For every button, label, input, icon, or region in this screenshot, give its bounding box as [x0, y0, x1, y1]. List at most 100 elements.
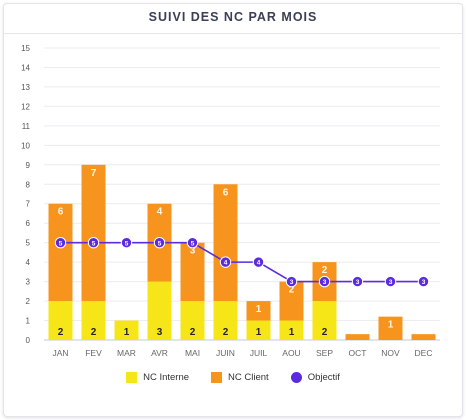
data-label: 6 — [58, 207, 64, 218]
x-tick-label: AOU — [282, 348, 300, 358]
legend-swatch-nc-client — [211, 372, 223, 383]
data-label: 2 — [91, 327, 97, 338]
objectif-point-label: 3 — [323, 279, 327, 286]
y-tick-label: 13 — [21, 83, 30, 92]
objectif-point-label: 5 — [59, 240, 63, 247]
legend-swatch-nc-interne — [126, 372, 138, 383]
objectif-point — [384, 275, 397, 288]
bar — [81, 301, 106, 340]
bar — [378, 316, 403, 340]
objectif-point — [351, 275, 364, 288]
data-label: 2 — [58, 327, 64, 338]
bar — [345, 334, 370, 340]
bar — [48, 203, 73, 302]
title-divider — [4, 33, 462, 34]
y-tick-label: 9 — [26, 161, 31, 170]
bar — [81, 164, 106, 302]
data-label: 2 — [289, 285, 295, 296]
bar — [213, 184, 238, 302]
legend-label-nc-client: NC Client — [228, 372, 269, 383]
objectif-point — [153, 236, 166, 249]
bar — [279, 320, 304, 340]
data-label: 2 — [190, 327, 196, 338]
bar — [279, 281, 304, 321]
x-tick-label: OCT — [349, 348, 367, 358]
objectif-point — [87, 236, 100, 249]
y-tick-label: 8 — [26, 180, 31, 189]
objectif-point — [186, 236, 199, 249]
objectif-point-label: 5 — [125, 240, 129, 247]
y-tick-label: 11 — [22, 122, 31, 131]
objectif-point-label: 3 — [389, 279, 393, 286]
y-tick-label: 3 — [26, 278, 31, 287]
data-label: 2 — [322, 327, 328, 338]
x-tick-label: JUIN — [216, 348, 235, 358]
y-tick-label: 1 — [26, 317, 31, 326]
bar — [114, 320, 139, 340]
bar — [411, 334, 436, 340]
objectif-point — [252, 256, 265, 268]
bar — [246, 301, 271, 321]
data-label: 4 — [157, 207, 163, 218]
y-tick-label: 6 — [26, 219, 31, 228]
x-tick-label: MAR — [117, 348, 136, 358]
objectif-point-label: 5 — [158, 240, 162, 247]
bar — [246, 320, 271, 340]
legend-swatch-objectif — [290, 372, 302, 383]
bar — [312, 301, 337, 340]
data-label: 1 — [289, 327, 295, 338]
y-tick-label: 5 — [26, 239, 31, 248]
legend-label-objectif: Objectif — [307, 372, 340, 383]
data-label: 1 — [124, 327, 130, 338]
x-tick-label: FEV — [85, 348, 102, 358]
legend-item-nc-interne[interactable]: NC Interne — [126, 372, 189, 383]
data-label: 2 — [322, 265, 328, 276]
legend-label-nc-interne: NC Interne — [143, 372, 190, 383]
x-tick-label: AVR — [151, 348, 168, 358]
x-tick-label: NOV — [381, 348, 400, 358]
y-tick-label: 12 — [21, 102, 30, 111]
objectif-point — [54, 236, 67, 249]
y-tick-label: 14 — [21, 63, 30, 72]
bar — [48, 301, 73, 340]
objectif-point-label: 3 — [356, 279, 360, 286]
objectif-point-label: 5 — [191, 240, 195, 247]
x-tick-label: JUIL — [250, 348, 268, 358]
objectif-point — [285, 275, 298, 288]
objectif-point — [417, 275, 430, 288]
y-tick-label: 15 — [21, 44, 30, 53]
objectif-point-label: 4 — [257, 260, 261, 267]
y-tick-label: 0 — [26, 336, 31, 345]
objectif-point — [318, 275, 331, 288]
y-tick-label: 4 — [26, 258, 31, 267]
x-tick-label: MAI — [185, 348, 200, 358]
data-label: 1 — [256, 304, 262, 315]
bar — [180, 242, 205, 302]
y-tick-label: 7 — [26, 200, 31, 209]
bar — [180, 301, 205, 340]
data-label: 3 — [190, 246, 196, 257]
data-label: 1 — [256, 327, 262, 338]
data-label: 7 — [91, 168, 97, 179]
legend-item-objectif[interactable]: Objectif — [290, 372, 340, 383]
bar — [213, 301, 238, 340]
data-label: 2 — [223, 327, 229, 338]
objectif-point — [120, 236, 133, 249]
chart-legend: NC Interne NC Client Objectif — [0, 372, 466, 383]
x-tick-label: DEC — [415, 348, 433, 358]
data-label: 1 — [388, 320, 394, 331]
x-tick-label: JAN — [52, 348, 68, 358]
data-label: 6 — [223, 187, 229, 198]
objectif-point — [219, 256, 232, 268]
bar — [147, 281, 172, 340]
chart-title: SUIVI DES NC PAR MOIS — [148, 10, 318, 24]
objectif-point-label: 3 — [422, 279, 426, 286]
legend-item-nc-client[interactable]: NC Client — [211, 372, 269, 383]
x-tick-label: SEP — [316, 348, 333, 358]
objectif-point-label: 4 — [224, 260, 228, 267]
objectif-point-label: 3 — [290, 279, 294, 286]
data-label: 3 — [157, 327, 163, 338]
y-tick-label: 10 — [21, 141, 30, 150]
objectif-point-label: 5 — [92, 240, 96, 247]
